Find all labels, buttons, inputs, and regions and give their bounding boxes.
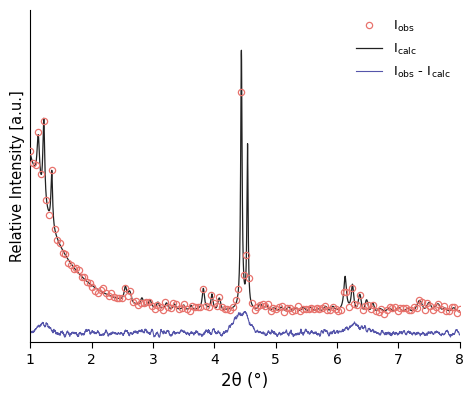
I$_\mathrm{calc}$ [102,291,108,296]
I$_\mathrm{obs}$ - I$_\mathrm{calc}$ [457,332,463,337]
Line: I$_\mathrm{calc}$: I$_\mathrm{calc}$ [30,50,460,311]
I$_\mathrm{obs}$ - I$_\mathrm{calc}$ [76,331,82,336]
Y-axis label: Relative Intensity [a.u.]: Relative Intensity [a.u.] [10,90,25,262]
I$_\mathrm{obs}$ [238,89,244,94]
I$_\mathrm{obs}$ [268,308,273,313]
I$_\mathrm{obs}$ - I$_\mathrm{calc}$ [449,332,455,337]
I$_\mathrm{obs}$ [114,296,119,300]
I$_\mathrm{obs}$ - I$_\mathrm{calc}$ [27,331,33,336]
X-axis label: 2θ (°): 2θ (°) [221,372,269,390]
I$_\mathrm{obs}$ [384,308,390,312]
I$_\mathrm{obs}$ [309,305,314,310]
I$_\mathrm{obs}$ - I$_\mathrm{calc}$ [102,331,108,336]
I$_\mathrm{calc}$ [76,272,82,276]
I$_\mathrm{obs}$ [441,304,447,309]
I$_\mathrm{obs}$ - I$_\mathrm{calc}$ [156,335,162,340]
I$_\mathrm{calc}$ [211,302,217,306]
I$_\mathrm{obs}$ - I$_\mathrm{calc}$ [192,331,198,336]
I$_\mathrm{calc}$ [192,306,198,311]
I$_\mathrm{obs}$ [27,148,33,153]
I$_\mathrm{obs}$ - I$_\mathrm{calc}$ [242,309,248,314]
Legend: I$_\mathrm{obs}$, I$_\mathrm{calc}$, I$_\mathrm{obs}$ - I$_\mathrm{calc}$: I$_\mathrm{obs}$, I$_\mathrm{calc}$, I$_… [353,16,453,83]
I$_\mathrm{obs}$ - I$_\mathrm{calc}$ [402,332,408,336]
I$_\mathrm{obs}$ [382,312,387,316]
I$_\mathrm{calc}$ [27,152,33,156]
I$_\mathrm{calc}$ [457,308,463,313]
I$_\mathrm{obs}$ [457,307,463,312]
I$_\mathrm{obs}$ - I$_\mathrm{calc}$ [211,327,217,332]
Line: I$_\mathrm{obs}$ - I$_\mathrm{calc}$: I$_\mathrm{obs}$ - I$_\mathrm{calc}$ [30,312,460,337]
I$_\mathrm{obs}$ [149,304,155,309]
I$_\mathrm{calc}$ [402,308,408,312]
I$_\mathrm{calc}$ [449,307,455,312]
I$_\mathrm{calc}$ [238,48,244,53]
Line: I$_\mathrm{obs}$: I$_\mathrm{obs}$ [27,89,463,317]
I$_\mathrm{calc}$ [456,308,461,313]
